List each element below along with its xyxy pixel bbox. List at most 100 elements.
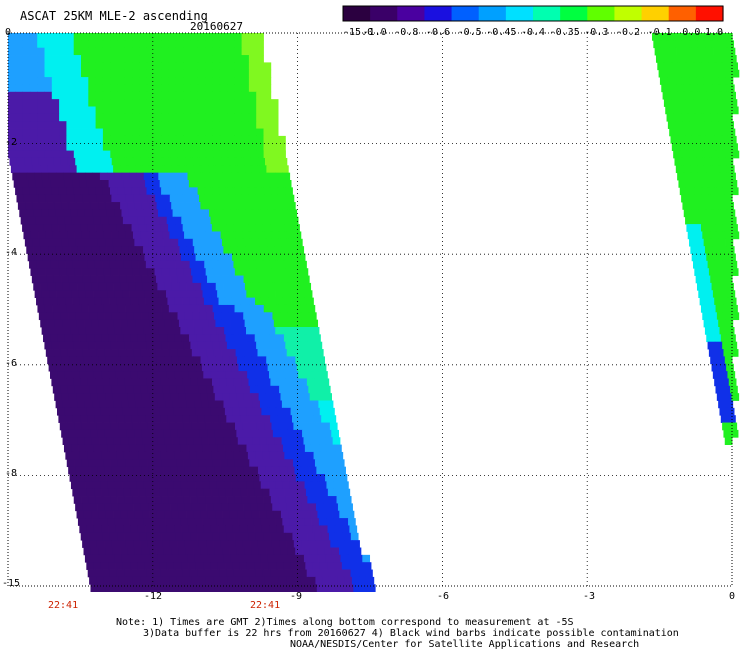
wind-cell: [226, 260, 234, 269]
wind-cell: [8, 91, 16, 100]
wind-cell: [277, 260, 285, 269]
wind-cell: [33, 209, 42, 218]
wind-cell: [151, 444, 160, 453]
wind-cell: [185, 202, 194, 210]
wind-cell: [37, 304, 46, 313]
wind-cell: [98, 474, 107, 482]
wind-cell: [15, 40, 23, 49]
wind-cell: [690, 84, 699, 93]
wind-cell: [232, 216, 241, 225]
wind-cell: [147, 194, 156, 203]
wind-cell: [221, 275, 230, 284]
wind-cell: [22, 150, 31, 159]
wind-cell: [329, 496, 337, 504]
wind-cell: [95, 47, 104, 56]
wind-cell: [298, 525, 307, 534]
wind-cell: [220, 268, 228, 276]
wind-cell: [305, 371, 314, 379]
wind-cell: [330, 540, 339, 548]
colorbar-label: -0.5: [458, 27, 482, 38]
wind-cell: [80, 260, 88, 269]
wind-cell: [109, 532, 118, 541]
wind-cell: [124, 532, 133, 541]
wind-cell: [178, 356, 187, 365]
wind-cell: [213, 385, 222, 394]
wind-cell: [62, 319, 70, 328]
wind-cell: [332, 437, 341, 445]
wind-cell: [68, 275, 77, 284]
wind-cell: [37, 268, 46, 276]
wind-cell: [303, 319, 311, 328]
wind-cell: [294, 584, 303, 592]
wind-cell: [184, 385, 192, 394]
wind-cell: [91, 282, 100, 291]
wind-cell: [39, 202, 48, 210]
wind-cell: [227, 150, 235, 159]
wind-cell: [150, 437, 158, 445]
wind-cell: [212, 268, 221, 276]
wind-cell: [725, 77, 734, 85]
wind-cell: [175, 113, 184, 122]
wind-cell: [183, 106, 191, 115]
wind-cell: [316, 584, 325, 592]
wind-cell: [172, 363, 181, 372]
wind-cell: [229, 547, 238, 556]
wind-cell: [57, 334, 66, 343]
wind-cell: [295, 393, 303, 401]
wind-cell: [692, 216, 701, 225]
wind-cell: [139, 113, 148, 122]
wind-cell: [86, 488, 95, 497]
wind-cell: [163, 393, 172, 401]
wind-cell: [173, 216, 182, 225]
wind-cell: [282, 290, 291, 298]
wind-cell: [232, 371, 241, 379]
wind-cell: [95, 55, 104, 63]
wind-cell: [178, 165, 187, 174]
wind-cell: [278, 422, 287, 431]
time-label: 22:41: [48, 600, 79, 611]
wind-cell: [294, 238, 303, 247]
wind-cell: [689, 77, 697, 85]
wind-cell: [300, 576, 309, 585]
wind-cell: [64, 371, 73, 379]
wind-cell: [161, 532, 169, 541]
wind-cell: [75, 312, 84, 321]
wind-cell: [29, 187, 38, 196]
wind-cell: [163, 429, 172, 438]
wind-cell: [227, 84, 235, 93]
wind-cell: [175, 33, 184, 41]
wind-cell: [83, 547, 92, 556]
wind-cell: [187, 518, 196, 526]
wind-cell: [264, 231, 273, 240]
wind-cell: [185, 429, 193, 438]
wind-cell: [291, 297, 300, 306]
wind-cell: [256, 40, 264, 49]
wind-cell: [264, 349, 273, 357]
wind-cell: [213, 157, 222, 166]
wind-cell: [131, 451, 139, 460]
wind-cell: [66, 378, 74, 387]
wind-cell: [64, 334, 73, 343]
wind-cell: [87, 451, 95, 460]
wind-cell: [225, 562, 233, 570]
wind-cell: [263, 128, 272, 137]
wind-cell: [64, 253, 72, 262]
wind-cell: [261, 444, 269, 453]
wind-cell: [255, 224, 264, 232]
wind-cell: [110, 47, 118, 56]
wind-cell: [159, 488, 168, 497]
wind-cell: [705, 84, 713, 93]
wind-cell: [134, 547, 143, 556]
wind-cell: [132, 576, 141, 585]
wind-cell: [261, 525, 270, 534]
wind-cell: [166, 371, 175, 379]
wind-cell: [208, 319, 216, 328]
wind-cell: [107, 363, 115, 372]
wind-cell: [721, 297, 730, 306]
wind-cell: [270, 341, 279, 350]
wind-cell: [68, 202, 77, 210]
wind-cell: [159, 334, 168, 343]
wind-cell: [73, 106, 82, 115]
wind-cell: [253, 327, 262, 335]
wind-cell: [156, 393, 165, 401]
